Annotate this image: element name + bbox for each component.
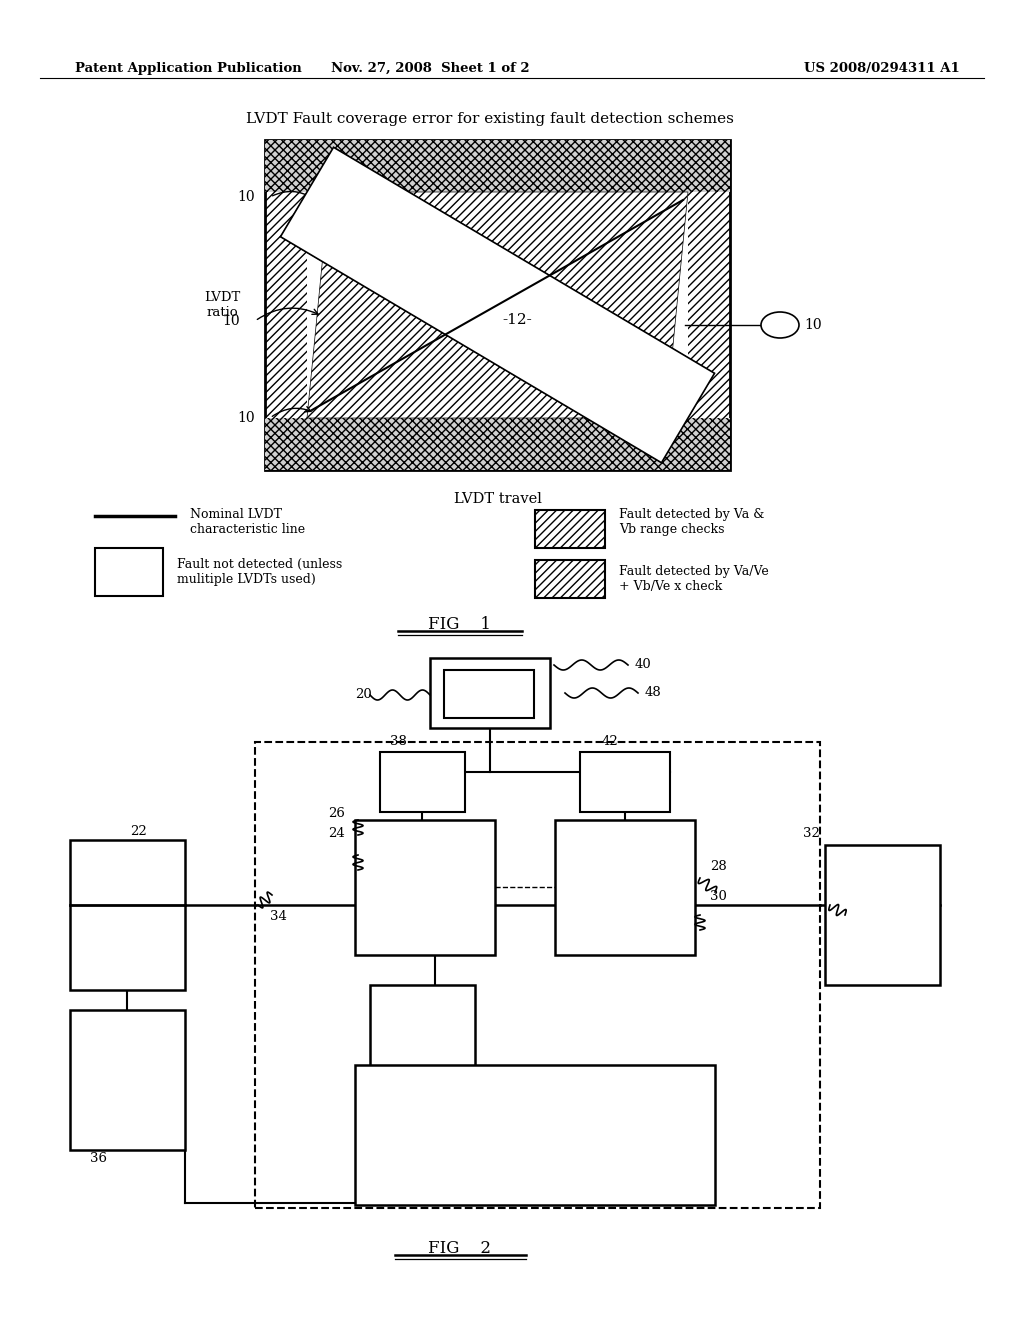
Bar xyxy=(265,140,730,470)
Bar xyxy=(580,752,670,812)
Text: LVDT travel: LVDT travel xyxy=(454,492,542,506)
Ellipse shape xyxy=(761,312,799,338)
Text: 30: 30 xyxy=(710,890,727,903)
Bar xyxy=(265,418,730,470)
Text: Fault not detected (unless
mulitiple LVDTs used): Fault not detected (unless mulitiple LVD… xyxy=(177,558,342,586)
Text: Fault detected by Va &
Vb range checks: Fault detected by Va & Vb range checks xyxy=(618,508,764,536)
Text: Fault detected by Va/Ve
+ Vb/Ve x check: Fault detected by Va/Ve + Vb/Ve x check xyxy=(618,565,769,593)
Bar xyxy=(70,840,185,990)
Text: 10: 10 xyxy=(238,411,255,425)
Bar xyxy=(535,560,605,598)
Bar xyxy=(355,1065,715,1205)
Text: US 2008/0294311 A1: US 2008/0294311 A1 xyxy=(804,62,961,75)
Bar xyxy=(265,191,307,418)
Bar xyxy=(444,671,534,718)
Text: Nominal LVDT
characteristic line: Nominal LVDT characteristic line xyxy=(190,508,305,536)
Text: 34: 34 xyxy=(270,909,287,923)
Text: 40: 40 xyxy=(635,657,651,671)
Text: Nov. 27, 2008  Sheet 1 of 2: Nov. 27, 2008 Sheet 1 of 2 xyxy=(331,62,529,75)
Text: 32: 32 xyxy=(803,828,820,840)
Bar xyxy=(95,548,163,597)
Bar xyxy=(688,191,730,418)
Text: -12-: -12- xyxy=(503,313,532,327)
Text: 10: 10 xyxy=(222,314,240,327)
Bar xyxy=(555,820,695,954)
Bar xyxy=(370,985,475,1071)
Bar xyxy=(380,752,465,812)
Text: 20: 20 xyxy=(355,688,372,701)
Text: FIG    1: FIG 1 xyxy=(428,616,492,634)
Bar xyxy=(430,657,550,729)
Bar xyxy=(70,1010,185,1150)
Text: LVDT
ratio: LVDT ratio xyxy=(204,290,240,319)
Text: 42: 42 xyxy=(602,735,618,748)
Bar xyxy=(825,845,940,985)
Bar xyxy=(265,140,730,191)
Text: 10: 10 xyxy=(804,318,821,333)
Text: 36: 36 xyxy=(90,1152,106,1166)
Text: 26: 26 xyxy=(328,807,345,820)
Bar xyxy=(355,820,495,954)
Text: 48: 48 xyxy=(645,686,662,700)
Text: 10: 10 xyxy=(238,190,255,205)
Text: Patent Application Publication: Patent Application Publication xyxy=(75,62,302,75)
Text: LVDT Fault coverage error for existing fault detection schemes: LVDT Fault coverage error for existing f… xyxy=(246,112,734,125)
Text: 22: 22 xyxy=(130,825,146,838)
Text: FIG    2: FIG 2 xyxy=(428,1239,492,1257)
Bar xyxy=(535,510,605,548)
Text: 24: 24 xyxy=(329,828,345,840)
Text: 38: 38 xyxy=(390,735,407,748)
Polygon shape xyxy=(281,148,715,463)
Bar xyxy=(255,742,820,1208)
Text: 28: 28 xyxy=(710,861,727,873)
